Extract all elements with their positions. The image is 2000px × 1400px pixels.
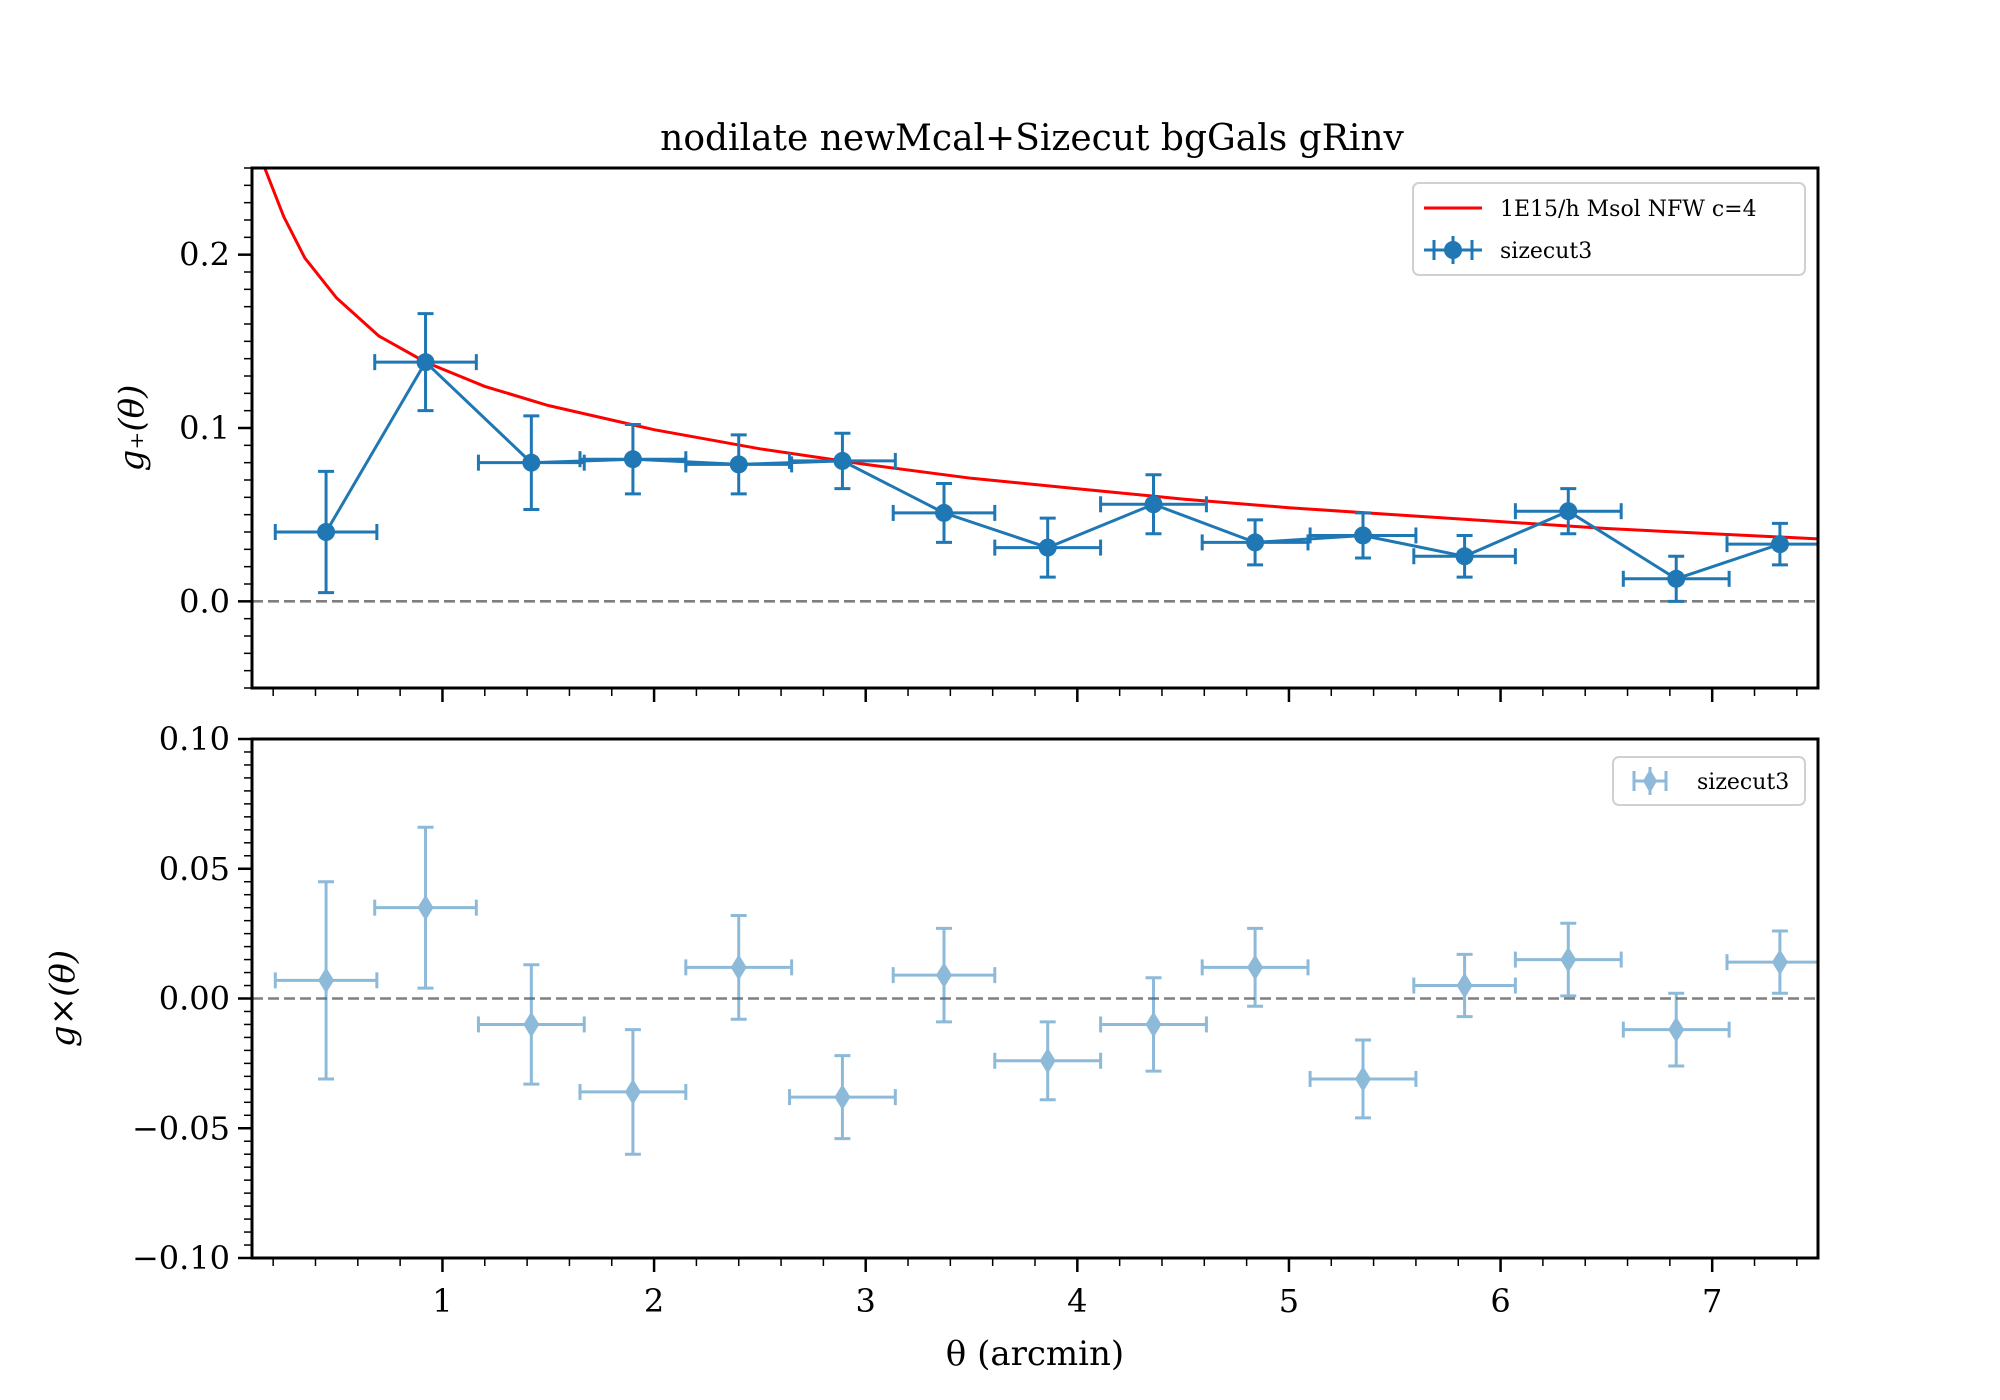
data-point [1247, 954, 1264, 981]
data-point [729, 455, 748, 474]
data-point [834, 1084, 851, 1111]
legend: 1E15/h Msol NFW c=4 sizecut3 [1412, 182, 1806, 276]
data-point [523, 1011, 540, 1038]
plot-area-0 [252, 168, 1818, 603]
legend-data-label: sizecut3 [1697, 770, 1789, 795]
data-point [1144, 495, 1163, 514]
data-point [522, 453, 541, 472]
legend-frame [1612, 756, 1806, 806]
x-tick-label: 5 [1279, 1282, 1299, 1320]
data-point [623, 450, 642, 469]
data-point [1039, 1047, 1056, 1074]
x-tick-label: 6 [1490, 1282, 1510, 1320]
y-tick-label: 0.0 [179, 582, 230, 620]
data-point [624, 1078, 641, 1105]
y-tick-label: −0.05 [132, 1109, 230, 1147]
plot-top-gplus: 0.0 0.1 0.2 g₊(θ) 1E15/h Msol NFW c=4 sizecut… [112, 166, 1820, 702]
data-point [936, 962, 953, 989]
nfw-model-line [263, 168, 1818, 541]
data-point [1559, 502, 1578, 521]
y-tick-label: 0.10 [159, 720, 230, 758]
data-point [833, 451, 852, 470]
data-point [317, 523, 336, 541]
y-tick-label: −0.10 [132, 1239, 230, 1277]
data-point [1770, 535, 1789, 554]
legend: sizecut3 [1612, 756, 1806, 806]
legend-data-glyph [1632, 767, 1668, 795]
x-axis-label: θ (arcmin) [946, 1334, 1124, 1374]
legend-data-label: sizecut3 [1500, 239, 1592, 264]
data-point [1668, 1016, 1685, 1043]
x-tick-label: 3 [856, 1282, 876, 1320]
y-tick-label: 0.1 [179, 409, 230, 447]
data-point [1455, 547, 1474, 566]
plot-area-1 [252, 825, 1818, 1156]
x-tick-label: 4 [1067, 1282, 1087, 1320]
x-tick-label: 2 [644, 1282, 664, 1320]
x-tick-label: 1 [432, 1282, 452, 1320]
legend-data-marker [1444, 241, 1462, 259]
y-axis-label: g₊(θ) [112, 385, 152, 472]
data-point [1145, 1011, 1162, 1038]
legend-data-marker [1643, 769, 1657, 793]
data-point [730, 954, 747, 981]
data-point [1456, 972, 1473, 999]
data-point [1771, 949, 1788, 976]
data-point [416, 353, 435, 372]
chart-title: nodilate newMcal+Sizecut bgGals gRinv [660, 118, 1404, 159]
data-point [1354, 526, 1373, 545]
data-point [1038, 538, 1057, 557]
legend-model-label: 1E15/h Msol NFW c=4 [1500, 197, 1757, 222]
legend-frame [1412, 182, 1806, 276]
data-point [417, 894, 434, 921]
y-tick-label: 0.2 [179, 236, 230, 274]
data-point [1667, 569, 1686, 588]
series-sizecut3 [273, 312, 1818, 603]
plot-bottom-gcross: −0.10 −0.05 0.00 0.05 0.10 1 2 3 4 5 6 7 g×(θ) θ (arc… [43, 720, 1820, 1374]
series-sizecut3 [273, 825, 1818, 1156]
data-point [935, 503, 954, 522]
data-point [1560, 946, 1577, 973]
y-axis-label: g×(θ) [43, 950, 83, 1047]
data-point [318, 967, 335, 994]
y-tick-label: 0.05 [159, 850, 230, 888]
data-point [1355, 1065, 1372, 1092]
y-tick-label: 0.00 [159, 980, 230, 1018]
data-point [1246, 533, 1265, 552]
x-tick-label: 7 [1702, 1282, 1722, 1320]
